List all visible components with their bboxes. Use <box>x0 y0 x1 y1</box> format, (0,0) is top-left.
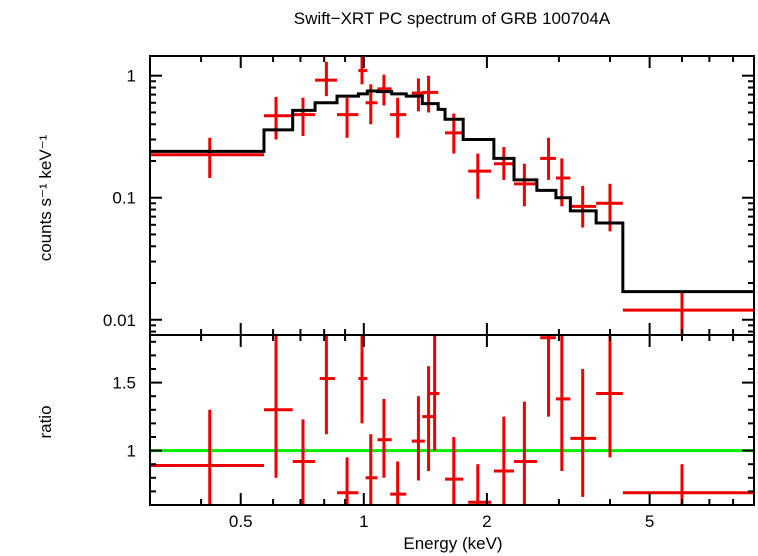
data-point <box>358 56 368 85</box>
data-point <box>596 335 623 458</box>
data-point <box>365 434 378 505</box>
data-point <box>570 369 597 497</box>
data-point <box>390 97 407 138</box>
y-tick-label: 0.01 <box>103 311 136 330</box>
data-point <box>555 335 571 471</box>
data-point <box>263 335 293 478</box>
data-point <box>411 396 425 481</box>
data-point <box>468 153 492 199</box>
x-axis-label: Energy (keV) <box>403 534 502 553</box>
data-point <box>493 416 515 505</box>
data-point <box>422 75 439 113</box>
data-point <box>514 163 537 207</box>
y-tick-label: 1.5 <box>112 374 136 393</box>
data-point <box>540 335 556 417</box>
data-point <box>390 461 407 505</box>
x-tick-label: 5 <box>645 512 654 531</box>
x-tick-label: 2 <box>482 512 491 531</box>
data-point <box>263 96 293 140</box>
data-point <box>319 335 335 435</box>
data-point <box>493 147 515 180</box>
model-curve <box>150 89 754 294</box>
data-point <box>150 409 264 505</box>
ratio-plot-frame <box>149 334 755 506</box>
data-point <box>540 137 556 180</box>
data-point <box>429 335 440 451</box>
data-point <box>570 185 597 228</box>
data-point <box>315 61 338 97</box>
data-point <box>622 291 754 335</box>
y-tick-label: 1 <box>127 67 136 86</box>
x-tick-label: 0.5 <box>229 512 253 531</box>
data-point <box>622 464 754 505</box>
data-point <box>337 97 359 138</box>
ratio-panel: 0.5 1 2 5 1 1.5 <box>112 334 755 531</box>
y-tick-label: 1 <box>127 442 136 461</box>
data-point <box>377 74 392 106</box>
spectrum-plot-frame <box>149 55 755 336</box>
data-point <box>292 97 316 137</box>
x-tick-label: 1 <box>359 512 368 531</box>
spectrum-panel: 1 0.1 0.01 <box>103 55 755 336</box>
data-point <box>358 335 368 424</box>
data-point <box>150 137 264 179</box>
data-point <box>292 419 316 505</box>
data-point <box>445 437 464 505</box>
top-y-axis-label: counts s⁻¹ keV⁻¹ <box>36 134 55 261</box>
chart-title: Swift−XRT PC spectrum of GRB 100704A <box>294 9 611 28</box>
data-point <box>377 398 392 478</box>
data-point <box>514 401 537 505</box>
bottom-y-axis-label: ratio <box>36 405 55 438</box>
data-point <box>337 457 359 505</box>
y-tick-label: 0.1 <box>112 189 136 208</box>
